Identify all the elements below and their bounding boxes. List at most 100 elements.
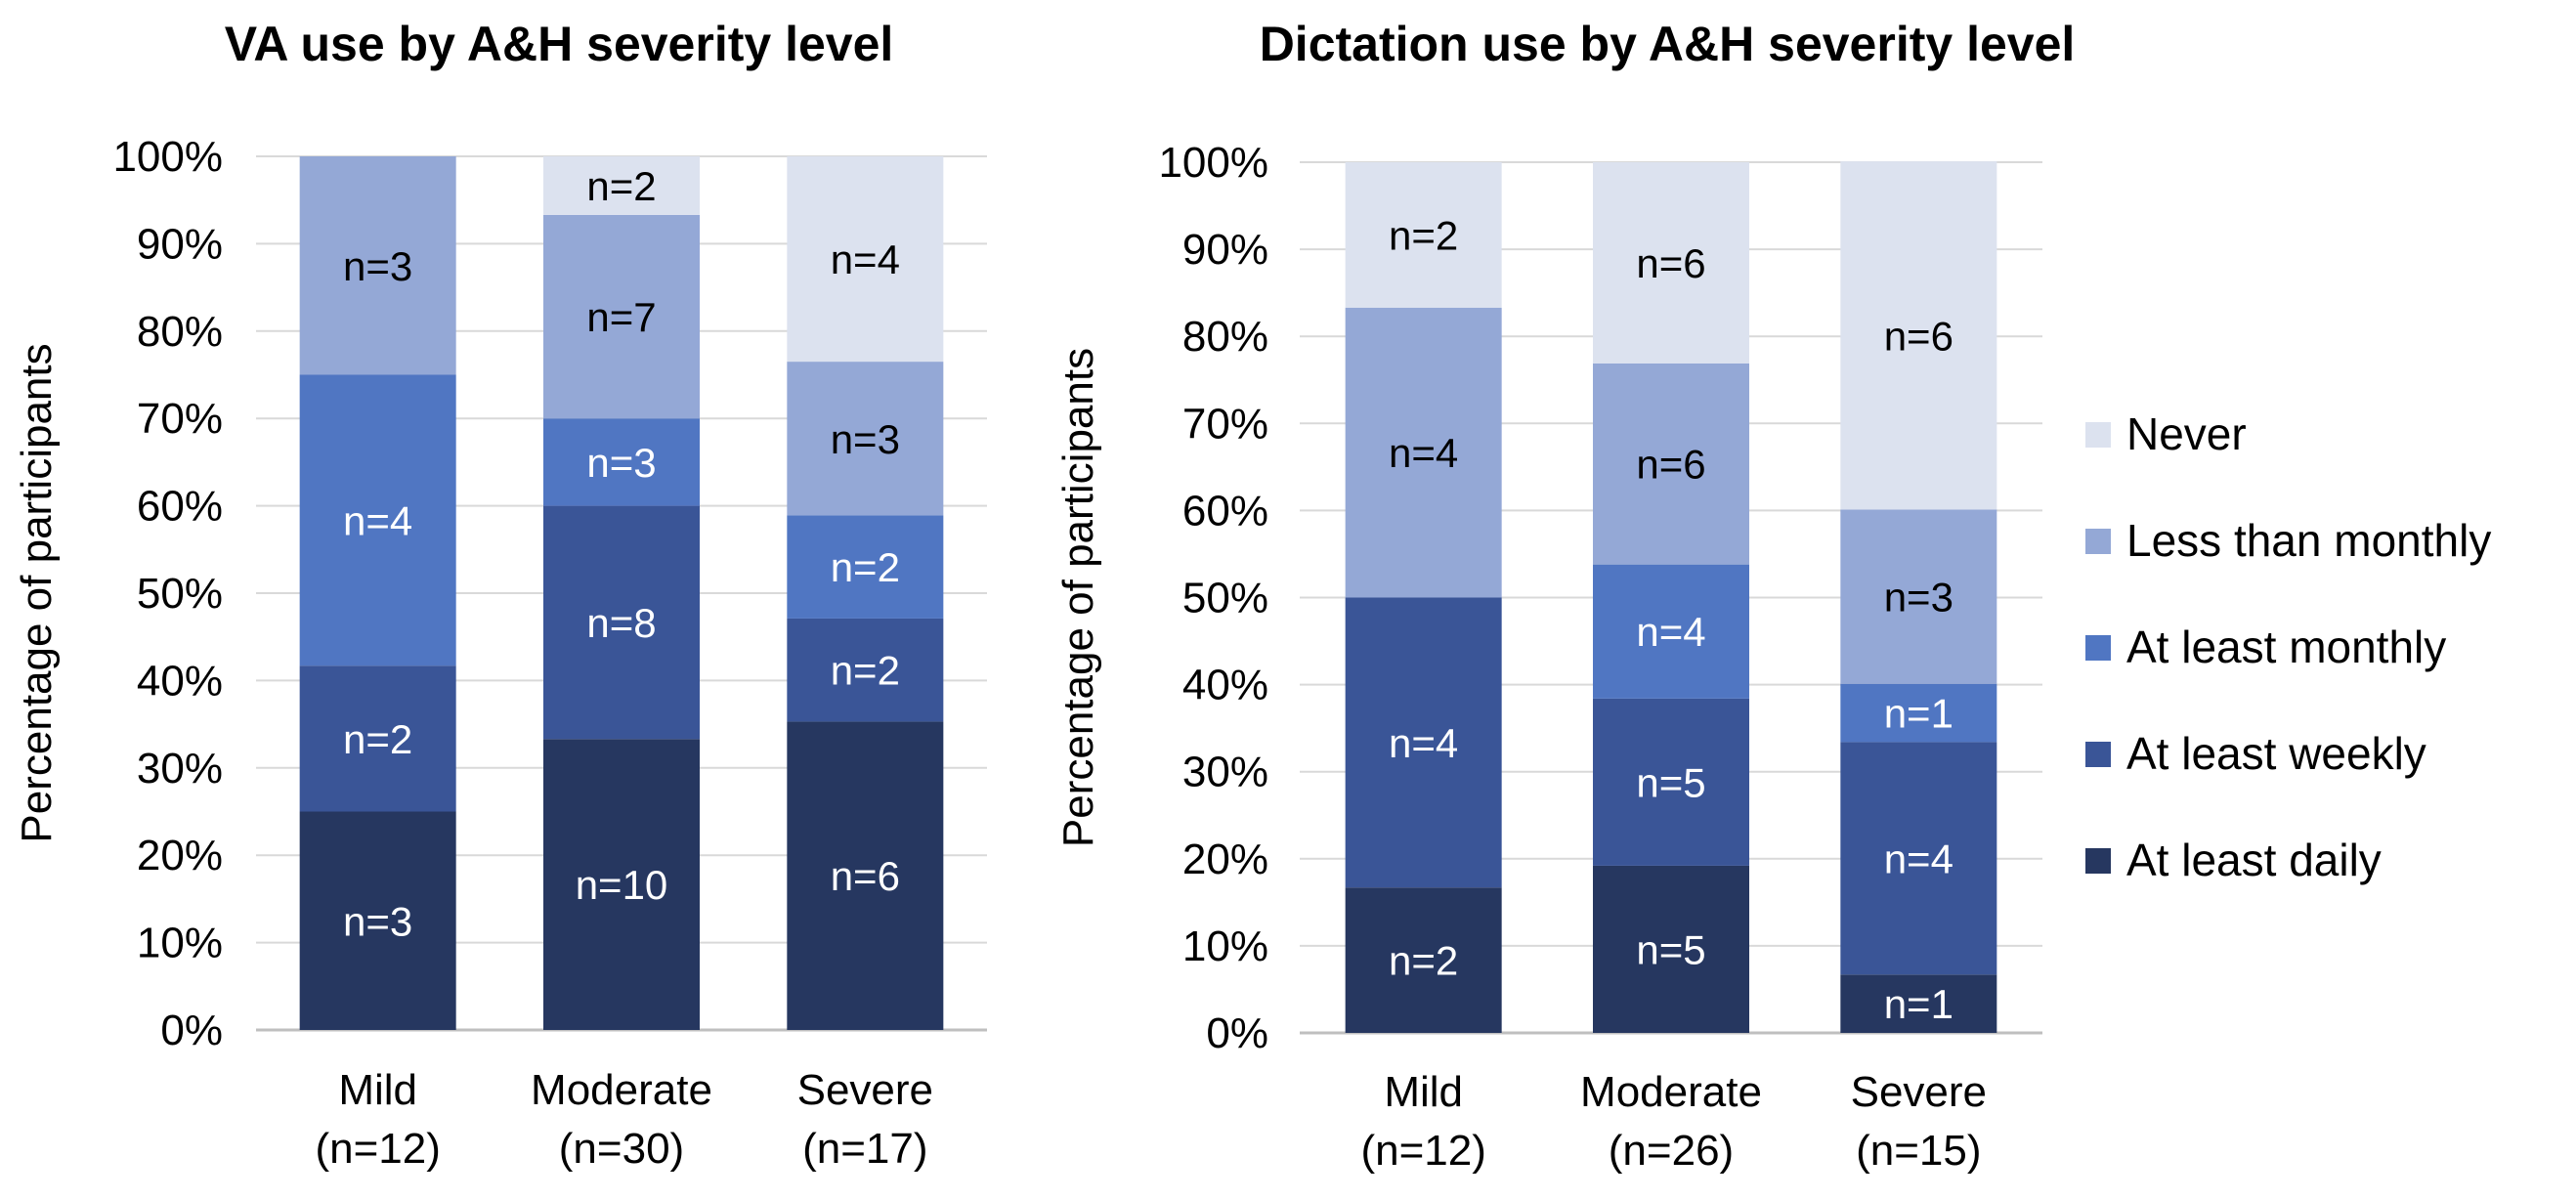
dictation-data-label: n=4: [1389, 720, 1458, 766]
dictation-y-tick-label: 100%: [1158, 139, 1268, 187]
va-y-tick-label: 80%: [137, 308, 223, 356]
dictation-category-sublabel: (n=15): [1856, 1127, 1981, 1175]
va-bar-at-least-daily: [299, 811, 456, 1030]
va-y-axis-label: Percentage of participants: [13, 343, 61, 842]
dictation-y-tick-label: 10%: [1182, 922, 1268, 970]
dictation-bar-less-than-monthly: [1593, 363, 1749, 565]
va-data-label: n=3: [343, 898, 412, 944]
dictation-bar-at-least-daily: [1345, 887, 1502, 1033]
dictation-category-label: Moderate: [1580, 1068, 1762, 1116]
va-y-tick-label: 30%: [137, 745, 223, 793]
va-bar-at-least-weekly: [543, 505, 700, 740]
va-data-label: n=2: [831, 544, 900, 590]
va-data-label: n=4: [831, 236, 900, 282]
legend-swatch-at-least-weekly: [2085, 742, 2111, 767]
legend-swatch-at-least-monthly: [2085, 635, 2111, 661]
va-y-tick-label: 100%: [112, 133, 223, 181]
dictation-y-tick-label: 40%: [1182, 662, 1268, 709]
va-y-tick-label: 90%: [137, 220, 223, 268]
va-y-tick-label: 20%: [137, 832, 223, 879]
va-data-label: n=2: [343, 716, 412, 762]
va-bar-at-least-monthly: [299, 374, 456, 666]
dictation-bar-at-least-daily: [1840, 974, 1997, 1033]
va-data-label: n=6: [831, 853, 900, 899]
va-data-label: n=4: [343, 497, 412, 543]
va-category-label: Severe: [797, 1066, 933, 1114]
va-data-label: n=2: [586, 163, 656, 209]
dictation-y-tick-label: 0%: [1206, 1009, 1268, 1057]
dictation-data-label: n=2: [1389, 212, 1458, 258]
dictation-bar-at-least-weekly: [1593, 698, 1749, 866]
va-data-label: n=3: [586, 440, 656, 486]
va-bar-at-least-weekly: [299, 665, 456, 812]
va-bar-less-than-monthly: [299, 156, 456, 375]
legend-label-at-least-daily: At least daily: [2126, 835, 2382, 885]
dictation-bar-never: [1593, 162, 1749, 364]
va-category-label: Mild: [338, 1066, 417, 1114]
legend-swatch-at-least-daily: [2085, 848, 2111, 874]
va-bar-at-least-monthly: [787, 515, 944, 619]
legend-swatch-never: [2085, 422, 2111, 448]
dictation-y-tick-label: 20%: [1182, 836, 1268, 883]
dictation-data-label: n=4: [1884, 836, 1953, 881]
dictation-y-tick-label: 90%: [1182, 226, 1268, 274]
va-y-tick-label: 70%: [137, 395, 223, 443]
va-data-label: n=10: [576, 862, 668, 908]
va-data-label: n=8: [586, 600, 656, 646]
legend-swatch-less-than-monthly: [2085, 529, 2111, 554]
dictation-y-tick-label: 70%: [1182, 400, 1268, 448]
dictation-bar-never: [1345, 162, 1502, 308]
va-data-label: n=3: [343, 243, 412, 289]
dictation-data-label: n=1: [1884, 691, 1953, 737]
va-y-tick-label: 0%: [160, 1007, 223, 1054]
dictation-data-label: n=4: [1389, 430, 1458, 476]
legend-label-never: Never: [2126, 408, 2247, 459]
va-category-sublabel: (n=12): [315, 1125, 440, 1173]
va-y-tick-label: 40%: [137, 657, 223, 705]
legend-label-at-least-weekly: At least weekly: [2126, 728, 2426, 779]
va-bar-at-least-weekly: [787, 618, 944, 722]
va-category-sublabel: (n=17): [802, 1125, 927, 1173]
va-bar-at-least-daily: [787, 721, 944, 1030]
dictation-data-label: n=5: [1636, 926, 1705, 972]
va-bar-at-least-daily: [543, 739, 700, 1030]
va-y-tick-label: 60%: [137, 483, 223, 531]
va-bar-less-than-monthly: [543, 214, 700, 419]
dictation-data-label: n=4: [1636, 609, 1705, 655]
va-category-label: Moderate: [531, 1066, 712, 1114]
legend-label-at-least-monthly: At least monthly: [2126, 621, 2446, 672]
dictation-category-label: Severe: [1851, 1068, 1987, 1116]
dictation-data-label: n=5: [1636, 759, 1705, 805]
va-data-label: n=7: [586, 294, 656, 340]
dictation-bar-at-least-daily: [1593, 865, 1749, 1033]
va-data-label: n=3: [831, 416, 900, 462]
dictation-y-tick-label: 60%: [1182, 487, 1268, 535]
dictation-chart-title: Dictation use by A&H severity level: [1260, 17, 2076, 71]
dictation-bar-at-least-monthly: [1840, 683, 1997, 743]
dictation-category-sublabel: (n=26): [1609, 1127, 1734, 1175]
dictation-bar-at-least-monthly: [1593, 564, 1749, 699]
dictation-data-label: n=3: [1884, 575, 1953, 621]
va-category-sublabel: (n=30): [559, 1125, 684, 1173]
dictation-bar-never: [1840, 161, 1997, 510]
dictation-data-label: n=6: [1636, 442, 1705, 488]
dictation-y-axis-label: Percentage of participants: [1054, 348, 1102, 847]
legend-label-less-than-monthly: Less than monthly: [2126, 515, 2491, 566]
dictation-data-label: n=6: [1636, 240, 1705, 286]
dictation-y-tick-label: 50%: [1182, 575, 1268, 622]
va-bar-less-than-monthly: [787, 362, 944, 516]
dictation-category-sublabel: (n=12): [1360, 1127, 1485, 1175]
dictation-y-tick-label: 30%: [1182, 749, 1268, 796]
va-y-tick-label: 50%: [137, 570, 223, 618]
dictation-bar-less-than-monthly: [1840, 509, 1997, 684]
dictation-bar-less-than-monthly: [1345, 307, 1502, 598]
dictation-bar-at-least-weekly: [1840, 742, 1997, 975]
va-y-tick-label: 10%: [137, 920, 223, 967]
dictation-y-tick-label: 80%: [1182, 313, 1268, 361]
dictation-category-label: Mild: [1384, 1068, 1463, 1116]
dictation-data-label: n=2: [1389, 938, 1458, 984]
va-chart-title: VA use by A&H severity level: [225, 17, 894, 71]
va-bar-never: [543, 156, 700, 215]
